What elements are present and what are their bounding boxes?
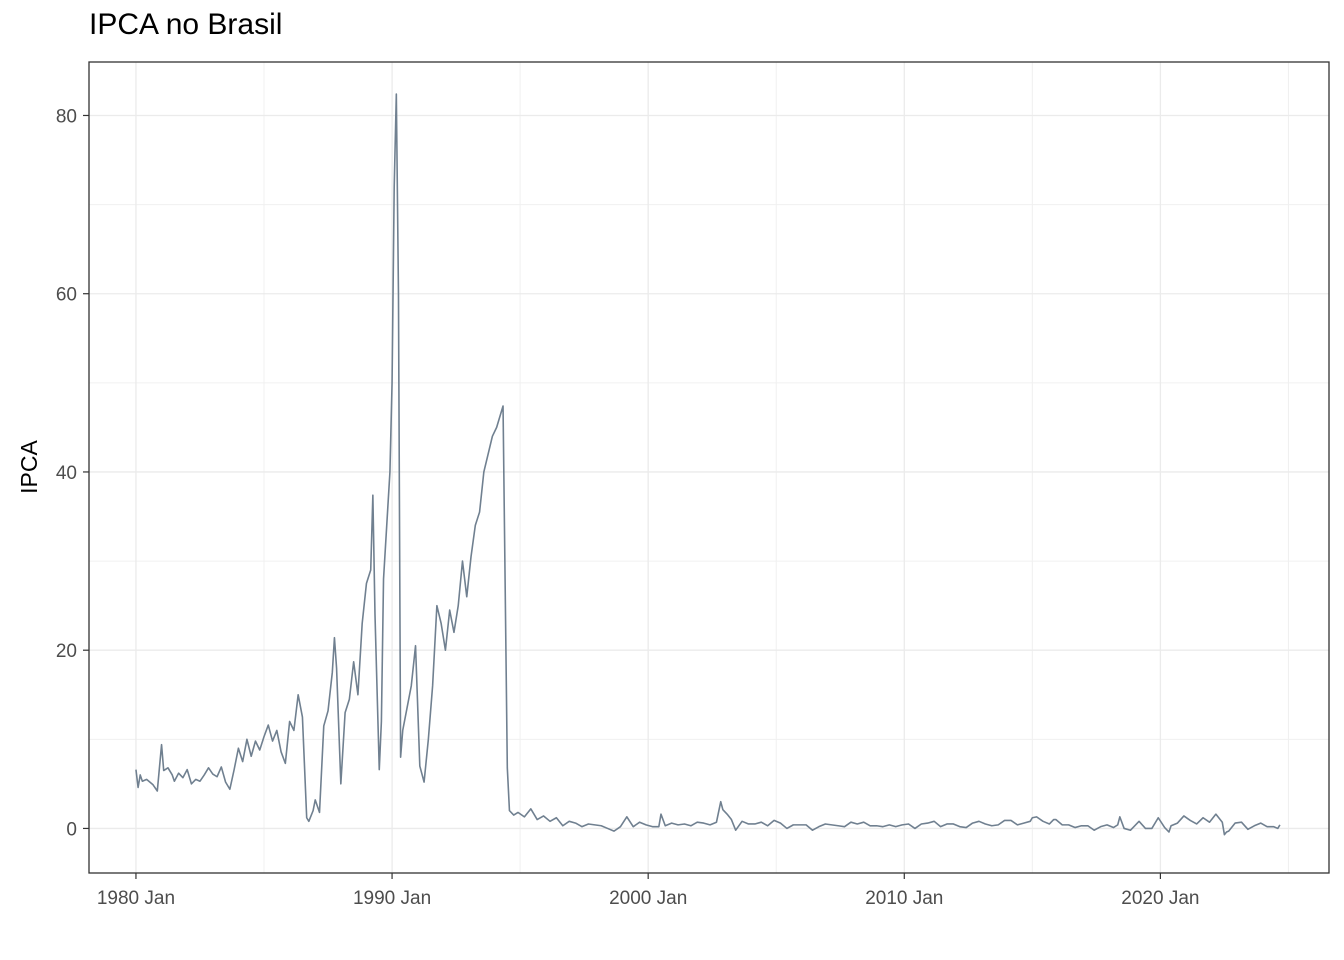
x-tick-label: 2020 Jan — [1121, 888, 1199, 909]
y-axis: 0 20 40 60 80 — [56, 106, 89, 840]
series-layer — [135, 93, 1281, 836]
x-tick-label: 2010 Jan — [865, 888, 943, 909]
y-tick-label: 40 — [56, 463, 77, 484]
x-tick-label: 2000 Jan — [609, 888, 687, 909]
panel-border — [88, 61, 1330, 874]
x-tick-label: 1990 Jan — [353, 888, 431, 909]
series-line-0 — [135, 93, 1281, 836]
chart-title: IPCA no Brasil — [89, 8, 283, 41]
y-tick-label: 60 — [56, 285, 77, 306]
x-axis: 1980 Jan 1990 Jan 2000 Jan 2010 Jan 2020 Jan — [97, 873, 1199, 909]
y-axis-title: IPCA — [16, 440, 42, 494]
y-tick-label: 80 — [56, 106, 77, 127]
y-tick-label: 20 — [56, 641, 77, 662]
x-tick-label: 1980 Jan — [97, 888, 175, 909]
major-gridlines — [89, 62, 1329, 873]
minor-gridlines — [89, 62, 1329, 873]
y-tick-label: 0 — [66, 819, 77, 840]
